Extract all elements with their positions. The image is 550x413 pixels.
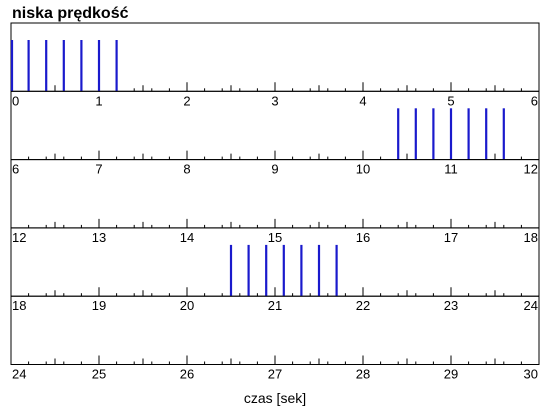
x-tick-label: 12 [12,230,26,245]
x-tick-label: 20 [180,298,194,313]
x-tick-label: 7 [95,162,102,177]
panel-frame [10,22,540,92]
x-tick-label: 6 [12,162,19,177]
x-tick-label: 4 [359,93,366,108]
x-tick-label: 29 [444,367,458,382]
x-tick-label: 15 [268,230,282,245]
x-tick-label: 5 [447,93,454,108]
x-tick-label: 17 [444,230,458,245]
x-tick-label: 1 [95,93,102,108]
x-tick-label: 12 [524,162,538,177]
panel-4: 18 19 20 21 22 23 24 [10,227,540,313]
x-tick-label: 21 [268,298,282,313]
x-tick-label: 19 [92,298,106,313]
x-tick-label: 13 [92,230,106,245]
x-tick-label: 16 [356,230,370,245]
x-tick-label: 6 [531,93,538,108]
panel-5: 24 25 26 27 28 29 30 [10,295,540,382]
panel-1: 0 1 2 3 4 5 6 [10,22,540,108]
x-tick-label: 3 [271,93,278,108]
x-tick-label: 28 [356,367,370,382]
x-tick-label: 0 [12,93,19,108]
x-tick-label: 25 [92,367,106,382]
x-tick-label: 22 [356,298,370,313]
x-tick-label: 11 [444,162,458,177]
x-tick-label: 24 [524,298,538,313]
x-tick-label: 14 [180,230,194,245]
x-tick-label: 18 [12,298,26,313]
x-tick-label: 27 [268,367,282,382]
x-tick-label: 18 [524,230,538,245]
x-tick-label: 10 [356,162,370,177]
x-tick-label: 8 [183,162,190,177]
x-tick-label: 24 [12,367,26,382]
x-tick-label: 26 [180,367,194,382]
chart-title: niska prędkość [12,5,129,22]
x-tick-label: 23 [444,298,458,313]
x-tick-label: 30 [524,367,538,382]
x-axis-label: czas [sek] [244,390,306,406]
x-tick-label: 9 [271,162,278,177]
x-tick-label: 2 [183,93,190,108]
